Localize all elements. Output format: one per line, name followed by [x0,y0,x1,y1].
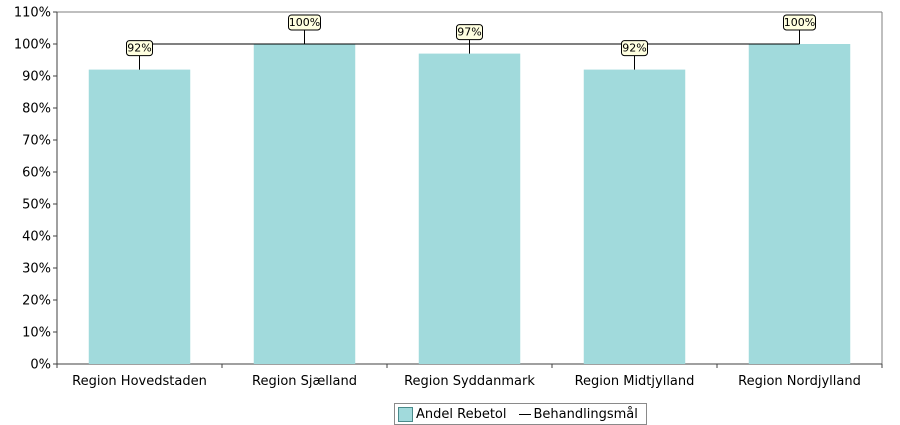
y-tick-label: 10% [22,326,51,341]
x-tick-label: Region Midtjylland [575,374,695,389]
data-label-text: 100% [784,16,815,29]
legend-item-bar: Andel Rebetol [398,407,507,422]
data-label: 97% [457,25,483,54]
y-tick-label: 90% [22,70,51,85]
y-tick-label: 50% [22,198,51,213]
data-label-text: 100% [289,16,320,29]
y-tick-label: 80% [22,102,51,117]
bar-chart: 0% 10% 20% 30% 40% 50% 60% 70% 80% 90% 100% 110% Reg… [0,0,900,400]
y-tick-label: 100% [14,38,51,53]
y-tick-label: 70% [22,134,51,149]
legend-item-line: Behandlingsmål [519,407,638,422]
y-tick-label: 20% [22,294,51,309]
data-label-text: 92% [127,42,151,55]
data-label-text: 97% [457,26,481,39]
bar [254,44,355,364]
y-tick-label: 60% [22,166,51,181]
legend-swatch-line [519,414,531,415]
data-label: 100% [289,15,321,44]
y-tick-label: 0% [30,358,51,373]
x-tick-label: Region Hovedstaden [72,374,207,389]
legend-label-bar: Andel Rebetol [416,407,507,422]
bar [749,44,850,364]
data-label-text: 92% [622,42,646,55]
x-tick-label: Region Sjælland [252,374,357,389]
y-tick-label: 30% [22,262,51,277]
chart-legend: Andel Rebetol Behandlingsmål [394,403,647,425]
data-label: 92% [127,41,153,70]
bar [584,70,685,364]
y-tick-label: 110% [14,6,51,21]
y-tick-label: 40% [22,230,51,245]
x-tick-label: Region Syddanmark [404,374,535,389]
data-label: 100% [784,15,816,44]
legend-swatch-bar [398,407,413,422]
legend-label-line: Behandlingsmål [534,407,638,422]
bar [89,70,190,364]
data-label: 92% [622,41,648,70]
bar [419,54,520,364]
x-tick-label: Region Nordjylland [738,374,861,389]
